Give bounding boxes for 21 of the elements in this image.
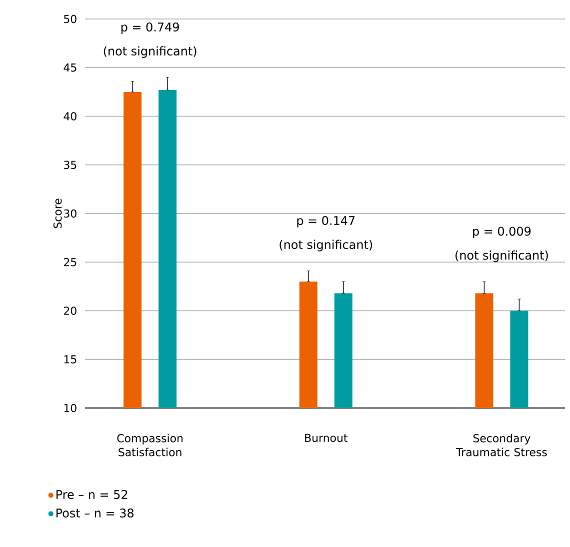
y-tick-label: 35 <box>64 160 76 170</box>
y-tick-label: 25 <box>64 258 76 266</box>
annotation: p = 0.749 <box>121 22 179 34</box>
y-tick-label: 15 <box>64 355 76 364</box>
y-tick-label: 40 <box>64 112 76 120</box>
annotation: p = 0.009 <box>473 226 531 238</box>
annotation: (not significant) <box>280 240 372 252</box>
x-tick-label: Compassion Satisfaction <box>117 434 183 456</box>
y-axis-title: Score <box>53 198 62 228</box>
legend-label: Post – n = 38 <box>56 508 134 518</box>
y-tick-label: 30 <box>64 209 76 218</box>
y-tick-label: 45 <box>64 64 76 72</box>
x-tick-label: Secondary Traumatic Stress <box>456 434 547 456</box>
annotation: (not significant) <box>104 46 196 58</box>
annotation: (not significant) <box>456 250 548 262</box>
annotation: p = 0.147 <box>297 216 355 228</box>
x-tick-label: Burnout <box>305 434 348 442</box>
y-tick-label: 50 <box>64 14 76 24</box>
legend-label: Pre – n = 52 <box>56 490 128 500</box>
y-tick-label: 10 <box>64 404 76 412</box>
y-tick-label: 20 <box>64 306 76 315</box>
